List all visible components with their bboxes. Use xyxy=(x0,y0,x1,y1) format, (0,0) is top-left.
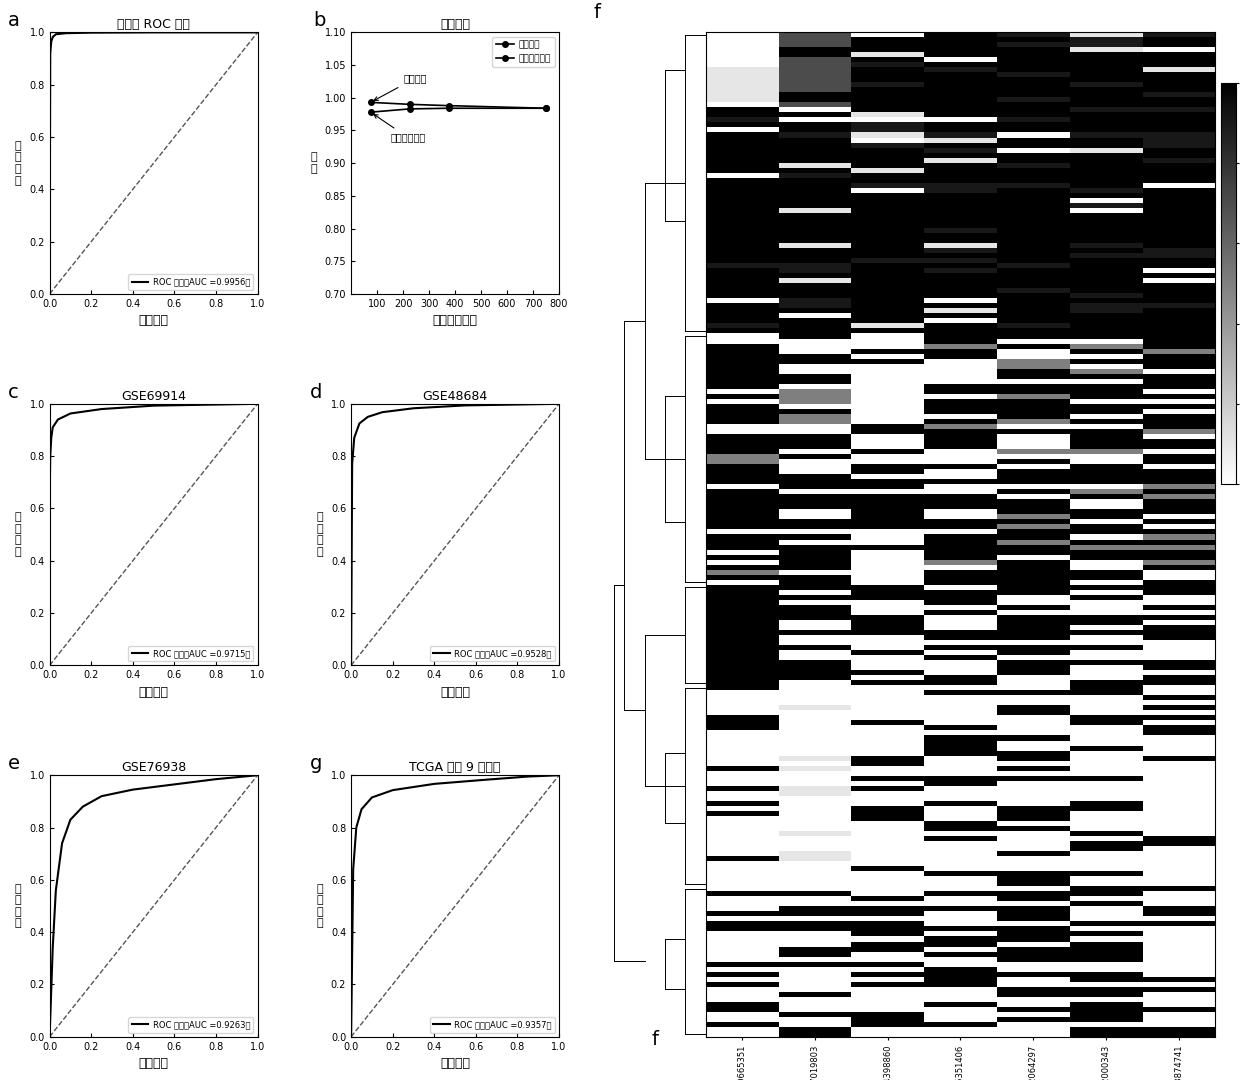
Title: 训练集 ROC 曲线: 训练集 ROC 曲线 xyxy=(117,18,190,31)
Title: GSE76938: GSE76938 xyxy=(122,761,186,774)
Y-axis label: 真
阳
性
率: 真 阳 性 率 xyxy=(316,512,324,557)
Text: d: d xyxy=(310,383,322,402)
Text: b: b xyxy=(314,12,326,30)
X-axis label: 假阳性率: 假阳性率 xyxy=(440,686,470,699)
Text: a: a xyxy=(7,12,20,30)
Title: GSE69914: GSE69914 xyxy=(122,390,186,403)
Title: TCGA 剩下 9 种肿瘤: TCGA 剩下 9 种肿瘤 xyxy=(409,761,501,774)
Y-axis label: 真
阳
性
率: 真 阳 性 率 xyxy=(316,883,324,929)
Text: 交叉验证分数: 交叉验证分数 xyxy=(374,114,425,143)
X-axis label: 假阳性率: 假阳性率 xyxy=(139,314,169,327)
Y-axis label: 真
阳
性
率: 真 阳 性 率 xyxy=(15,512,21,557)
Legend: ROC 曲线（AUC =0.9357）: ROC 曲线（AUC =0.9357） xyxy=(430,1017,554,1032)
Text: e: e xyxy=(7,754,20,773)
Y-axis label: 真
阳
性
率: 真 阳 性 率 xyxy=(15,883,21,929)
Title: 学习曲线: 学习曲线 xyxy=(440,18,470,31)
Legend: ROC 曲线（AUC =0.9715）: ROC 曲线（AUC =0.9715） xyxy=(129,646,253,661)
Text: 训练分数: 训练分数 xyxy=(374,73,427,100)
Text: c: c xyxy=(7,383,19,402)
Y-axis label: 分
数: 分 数 xyxy=(310,152,317,174)
X-axis label: 假阳性率: 假阳性率 xyxy=(440,1057,470,1070)
Title: GSE48684: GSE48684 xyxy=(423,390,487,403)
Legend: 训练分数, 交叉验证分数: 训练分数, 交叉验证分数 xyxy=(492,37,554,67)
Text: g: g xyxy=(310,754,322,773)
X-axis label: 训练样本大小: 训练样本大小 xyxy=(433,314,477,327)
X-axis label: 假阳性率: 假阳性率 xyxy=(139,686,169,699)
Text: f: f xyxy=(651,1030,658,1050)
Y-axis label: 真
阳
性
率: 真 阳 性 率 xyxy=(15,140,21,186)
Legend: ROC 曲线（AUC =0.9263）: ROC 曲线（AUC =0.9263） xyxy=(129,1017,253,1032)
X-axis label: 假阳性率: 假阳性率 xyxy=(139,1057,169,1070)
Legend: ROC 曲线（AUC =0.9528）: ROC 曲线（AUC =0.9528） xyxy=(430,646,554,661)
Legend: ROC 曲线（AUC =0.9956）: ROC 曲线（AUC =0.9956） xyxy=(129,274,253,289)
Text: f: f xyxy=(594,3,600,23)
